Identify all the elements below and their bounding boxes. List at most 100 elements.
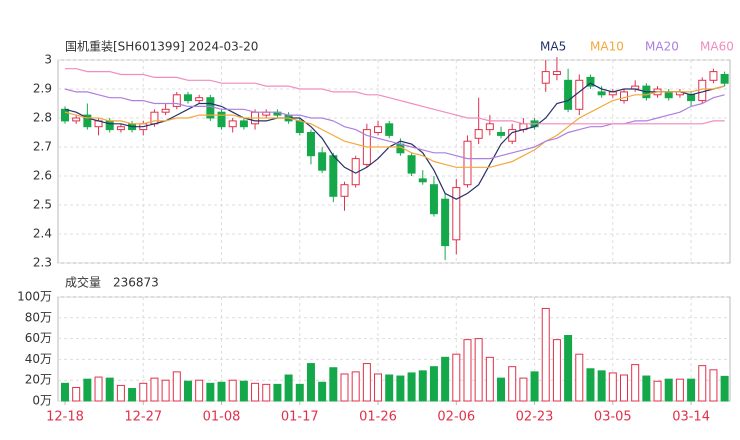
candle-body xyxy=(575,79,584,110)
candle-body xyxy=(83,114,92,128)
volume-bar xyxy=(497,377,506,402)
volume-bar xyxy=(396,375,405,402)
candle-body xyxy=(195,97,204,102)
y-tick-label: 2.8 xyxy=(33,111,52,125)
x-tick-label: 03-14 xyxy=(672,410,710,425)
volume-bar xyxy=(620,374,628,402)
y-tick-label: 3 xyxy=(44,53,52,67)
volume-bar xyxy=(150,377,159,402)
candle-body xyxy=(407,155,416,174)
legend-label: MA20 xyxy=(645,40,679,54)
legend-label: MA10 xyxy=(590,40,624,54)
y-tick-label: 100万 xyxy=(17,290,52,304)
candle-body xyxy=(329,155,338,197)
candle-body xyxy=(374,126,383,133)
volume-bar xyxy=(72,386,81,402)
candle-body xyxy=(497,132,506,136)
candle-body xyxy=(597,91,606,96)
volume-bar xyxy=(340,373,349,402)
volume-bar xyxy=(664,378,673,402)
y-tick-label: 2.7 xyxy=(33,140,52,154)
volume-bar xyxy=(284,374,293,402)
candle-body xyxy=(239,120,248,128)
candle-body xyxy=(586,76,595,87)
y-tick-label: 80万 xyxy=(25,310,52,324)
volume-bar xyxy=(653,380,662,402)
volume-bar xyxy=(474,338,483,402)
x-tick-label: 01-08 xyxy=(203,410,241,425)
candle-body xyxy=(295,120,304,134)
volume-bar xyxy=(262,383,271,402)
candle-body xyxy=(161,108,170,113)
candle-body xyxy=(429,184,438,215)
volume-bar xyxy=(306,363,315,402)
volume-bar xyxy=(642,375,651,402)
x-tick-label: 12-27 xyxy=(124,410,162,425)
volume-bar xyxy=(351,371,360,402)
y-tick-label: 60万 xyxy=(25,331,52,345)
volume-bar xyxy=(429,366,438,402)
y-tick-label: 2.4 xyxy=(33,227,52,241)
y-tick-label: 2.3 xyxy=(33,256,52,270)
volume-bar xyxy=(530,371,539,402)
candle-body xyxy=(552,71,561,75)
volume-bar xyxy=(675,378,684,402)
candle-body xyxy=(228,120,237,128)
x-tick-label: 01-26 xyxy=(359,410,397,425)
volume-bar xyxy=(418,370,427,402)
volume-bar xyxy=(183,380,192,402)
candle-body xyxy=(172,94,181,107)
volume-bar xyxy=(519,377,528,402)
candle-body xyxy=(72,117,81,122)
x-tick-label: 01-17 xyxy=(281,410,319,425)
volume-bar xyxy=(586,368,595,402)
x-tick-label: 02-23 xyxy=(516,410,554,425)
volume-bar xyxy=(251,382,260,402)
candle-body xyxy=(306,132,315,157)
candle-body xyxy=(183,94,192,102)
volume-bar xyxy=(564,334,573,402)
volume-bar xyxy=(172,371,181,402)
ma-line xyxy=(65,68,725,125)
volume-bar xyxy=(631,364,640,402)
legend-label: MA5 xyxy=(540,40,566,54)
candle-body xyxy=(441,198,450,247)
volume-bar xyxy=(295,383,304,402)
volume-bar xyxy=(709,369,718,402)
volume-bar xyxy=(116,384,125,402)
plot-frame xyxy=(57,59,731,264)
volume-bar xyxy=(597,370,606,402)
candle-body xyxy=(474,129,483,139)
volume-bar xyxy=(239,380,248,402)
volume-bar xyxy=(463,339,472,402)
volume-bar xyxy=(698,365,707,402)
volume-bar xyxy=(61,382,69,402)
candle-body xyxy=(340,184,349,197)
candle-body xyxy=(61,108,69,122)
y-tick-label: 2.9 xyxy=(33,82,52,96)
volume-bar xyxy=(362,363,371,402)
volume-bar xyxy=(452,353,461,402)
legend-label: MA60 xyxy=(700,40,734,54)
y-tick-label: 2.6 xyxy=(33,169,52,183)
candle-body xyxy=(564,79,573,110)
volume-bar xyxy=(385,374,394,402)
ma-line xyxy=(64,82,725,200)
candle-body xyxy=(664,91,673,99)
candle-body xyxy=(720,74,729,84)
candle-body xyxy=(452,187,461,241)
volume-bar xyxy=(441,356,450,402)
candle-body xyxy=(318,152,327,171)
candle-body xyxy=(485,123,494,131)
volume-bar xyxy=(161,379,170,402)
x-tick-label: 02-06 xyxy=(437,410,475,425)
volume-bar xyxy=(541,307,550,402)
volume-bar xyxy=(720,375,729,402)
volume-bar xyxy=(228,379,237,402)
y-tick-label: 20万 xyxy=(25,373,52,387)
volume-bar xyxy=(407,372,416,402)
volume-bar xyxy=(329,367,338,402)
y-tick-label: 0万 xyxy=(32,394,52,408)
volume-bar xyxy=(575,353,584,402)
